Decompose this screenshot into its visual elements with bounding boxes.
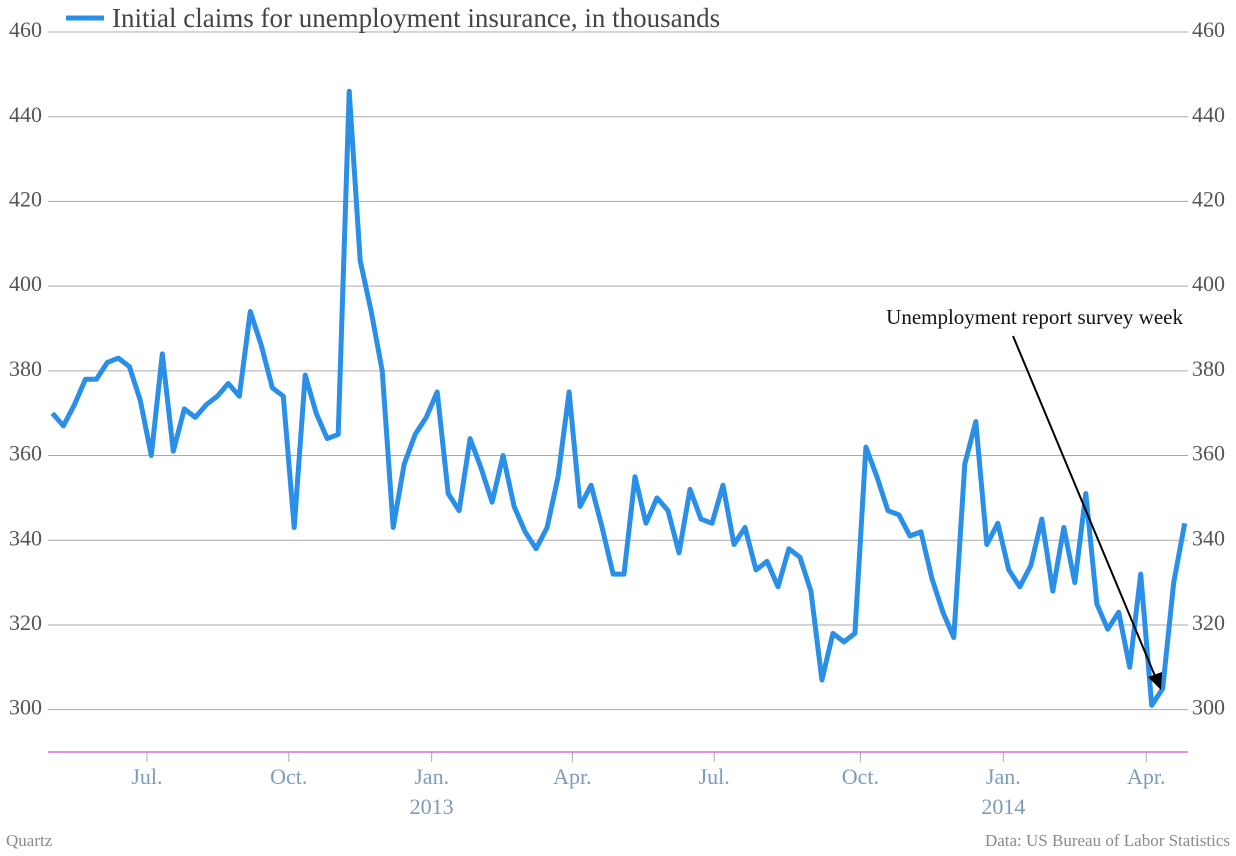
annotation-arrow bbox=[1012, 335, 1156, 677]
data-note: Data: US Bureau of Labor Statistics bbox=[985, 831, 1230, 850]
x-tick-label: Jul. bbox=[131, 764, 162, 789]
y-tick-label-right: 380 bbox=[1192, 356, 1225, 381]
y-tick-label-right: 360 bbox=[1192, 441, 1225, 466]
y-tick-label: 400 bbox=[9, 271, 42, 296]
x-tick-label: Oct. bbox=[842, 764, 879, 789]
y-tick-label-right: 440 bbox=[1192, 102, 1225, 127]
y-tick-label: 420 bbox=[9, 186, 42, 211]
y-tick-label: 360 bbox=[9, 441, 42, 466]
y-tick-label-right: 460 bbox=[1192, 17, 1225, 42]
y-tick-label: 380 bbox=[9, 356, 42, 381]
x-tick-label: Oct. bbox=[270, 764, 307, 789]
y-tick-label: 440 bbox=[9, 102, 42, 127]
y-tick-label: 340 bbox=[9, 525, 42, 550]
x-tick-label: Jan. bbox=[986, 764, 1021, 789]
x-year-label: 2014 bbox=[981, 794, 1025, 819]
x-tick-label: Jan. bbox=[414, 764, 449, 789]
annotation: Unemployment report survey week bbox=[886, 305, 1183, 329]
y-tick-label: 460 bbox=[9, 17, 42, 42]
x-tick-label: Jul. bbox=[699, 764, 730, 789]
x-year-label: 2013 bbox=[410, 794, 454, 819]
y-tick-label-right: 420 bbox=[1192, 186, 1225, 211]
y-tick-label-right: 400 bbox=[1192, 271, 1225, 296]
x-tick-label: Apr. bbox=[1127, 764, 1166, 789]
y-tick-label-right: 300 bbox=[1192, 695, 1225, 720]
arrow-head bbox=[1148, 672, 1162, 690]
source: Quartz bbox=[6, 831, 53, 850]
y-tick-label-right: 340 bbox=[1192, 525, 1225, 550]
y-tick-label-right: 320 bbox=[1192, 610, 1225, 635]
y-tick-label: 300 bbox=[9, 695, 42, 720]
legend-label: Initial claims for unemployment insuranc… bbox=[112, 3, 720, 33]
x-tick-label: Apr. bbox=[553, 764, 592, 789]
series-line bbox=[50, 88, 1188, 708]
y-tick-label: 320 bbox=[9, 610, 42, 635]
